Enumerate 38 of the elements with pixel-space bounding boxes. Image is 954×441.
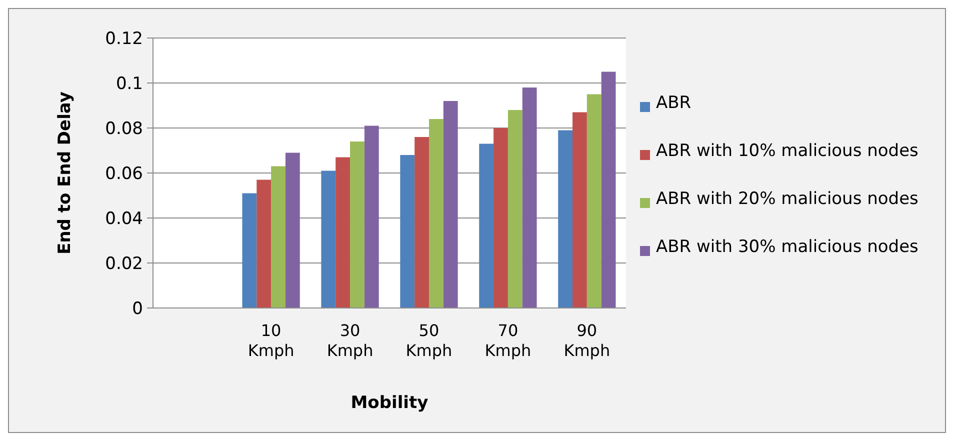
bar xyxy=(336,157,350,308)
bar xyxy=(494,128,508,308)
y-tick-label: 0.1 xyxy=(116,74,143,94)
bar xyxy=(508,110,522,308)
bar xyxy=(601,72,616,308)
legend-label: ABR with 30% malicious nodes xyxy=(656,237,919,257)
y-tick-label: 0.02 xyxy=(105,254,143,274)
bar xyxy=(443,101,458,308)
x-tick-label: 10 Kmph xyxy=(248,321,294,360)
x-tick-label: 50 Kmph xyxy=(406,321,452,360)
x-tick-label: 90 Kmph xyxy=(564,321,610,360)
bar xyxy=(321,170,336,308)
bar xyxy=(572,112,587,308)
legend-label: ABR xyxy=(656,93,692,113)
x-tick-label: 30 Kmph xyxy=(326,321,374,360)
y-tick-label: 0.08 xyxy=(105,118,143,139)
bar xyxy=(400,155,415,308)
legend-label: ABR with 20% malicious nodes xyxy=(656,189,919,209)
bar xyxy=(414,137,429,308)
bar xyxy=(364,126,379,308)
bar xyxy=(558,130,572,308)
bar xyxy=(479,144,494,308)
y-tick-label: 0 xyxy=(132,298,143,319)
bar xyxy=(428,119,444,308)
bar xyxy=(350,142,364,308)
bar xyxy=(256,180,272,308)
y-tick-label: 0.06 xyxy=(105,164,143,184)
bar xyxy=(285,152,300,308)
x-tick-label: 70 Kmph xyxy=(484,321,532,360)
bar xyxy=(522,88,537,308)
bar xyxy=(271,166,286,308)
y-axis-title: End to End Delay xyxy=(55,92,75,254)
bar xyxy=(242,193,257,308)
bar xyxy=(586,94,602,308)
x-axis-title: Mobility xyxy=(350,393,428,413)
y-tick-label: 0.12 xyxy=(105,28,143,49)
legend-label: ABR with 10% malicious nodes xyxy=(656,141,919,161)
y-tick-label: 0.04 xyxy=(105,208,143,229)
